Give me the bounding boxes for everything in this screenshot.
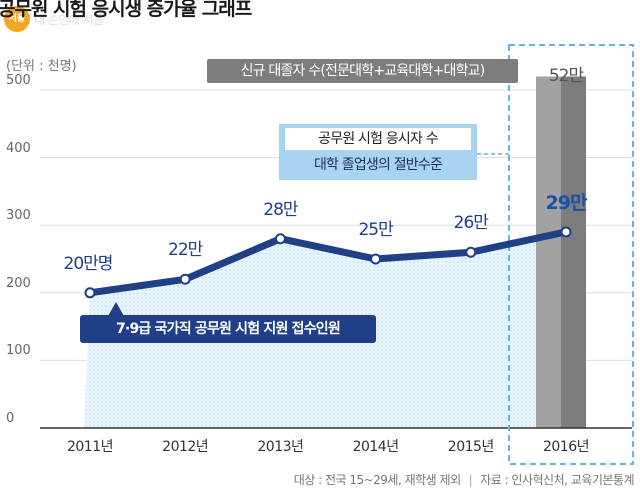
data-label: 22만 xyxy=(168,240,203,261)
x-tick-label: 2016년 xyxy=(542,439,590,455)
graduates-bar-shade xyxy=(536,76,561,428)
unit-label: (단위 : 천명) xyxy=(6,59,77,74)
x-tick-label: 2011년 xyxy=(66,439,114,455)
x-tick-label: 2015년 xyxy=(447,439,495,455)
y-tick-label: 200 xyxy=(6,275,31,291)
exam-label-pointer xyxy=(108,302,124,316)
y-tick-label: 500 xyxy=(6,73,31,88)
footer-source: 자료 : 인사혁신처, 교육기본통계 xyxy=(480,473,634,487)
highlight-2016-box xyxy=(508,44,634,465)
x-tick-label: 2012년 xyxy=(162,439,209,455)
graduates-bar-label: 52만 xyxy=(548,66,584,86)
watermark: 내 손안에 서울 xyxy=(34,13,104,27)
data-label: 20만명 xyxy=(63,253,114,274)
applicants-annotation: 공무원 시험 응시자 수 대학 졸업생의 절반수준 xyxy=(279,124,477,180)
y-tick-label: 0 xyxy=(6,411,15,426)
page-title: 공무원 시험 응시생 증가율 그래프 xyxy=(0,0,252,20)
y-tick-label: 100 xyxy=(6,343,31,359)
data-point xyxy=(560,226,572,238)
x-tick-label: 2014년 xyxy=(352,439,400,455)
y-tick-label: 300 xyxy=(6,208,31,224)
data-point xyxy=(274,233,286,245)
data-point xyxy=(84,287,96,299)
data-point xyxy=(370,253,382,265)
footer-target: 대상 : 전국 15~29세, 재학생 제외 xyxy=(293,473,461,487)
exam-annotation: 7·9급 국가직 공무원 시험 지원 접수인원 xyxy=(80,315,376,343)
graduates-bar xyxy=(561,76,586,428)
applicants-annotation-title: 공무원 시험 응시자 수 xyxy=(285,128,471,150)
footer-separator: | xyxy=(468,473,473,487)
applicants-annotation-subtitle: 대학 졸업생의 절반수준 xyxy=(313,157,443,173)
applicants-line xyxy=(86,228,570,297)
data-label: 28만 xyxy=(263,199,298,220)
x-tick-label: 2013년 xyxy=(257,439,304,455)
graduates-annotation: 신규 대졸자 수(전문대학+교육대학+대학교) xyxy=(207,59,518,83)
data-point xyxy=(179,273,191,285)
y-tick-label: 400 xyxy=(6,140,31,156)
data-label: 26만 xyxy=(453,213,489,234)
data-point xyxy=(465,246,477,258)
data-label: 25만 xyxy=(358,220,393,240)
seoul-logo-icon: 서울 xyxy=(4,6,30,32)
data-label: 29만 xyxy=(545,191,588,214)
footer: 대상 : 전국 15~29세, 재학생 제외 | 자료 : 인사혁신처, 교육기본통… xyxy=(293,471,635,488)
